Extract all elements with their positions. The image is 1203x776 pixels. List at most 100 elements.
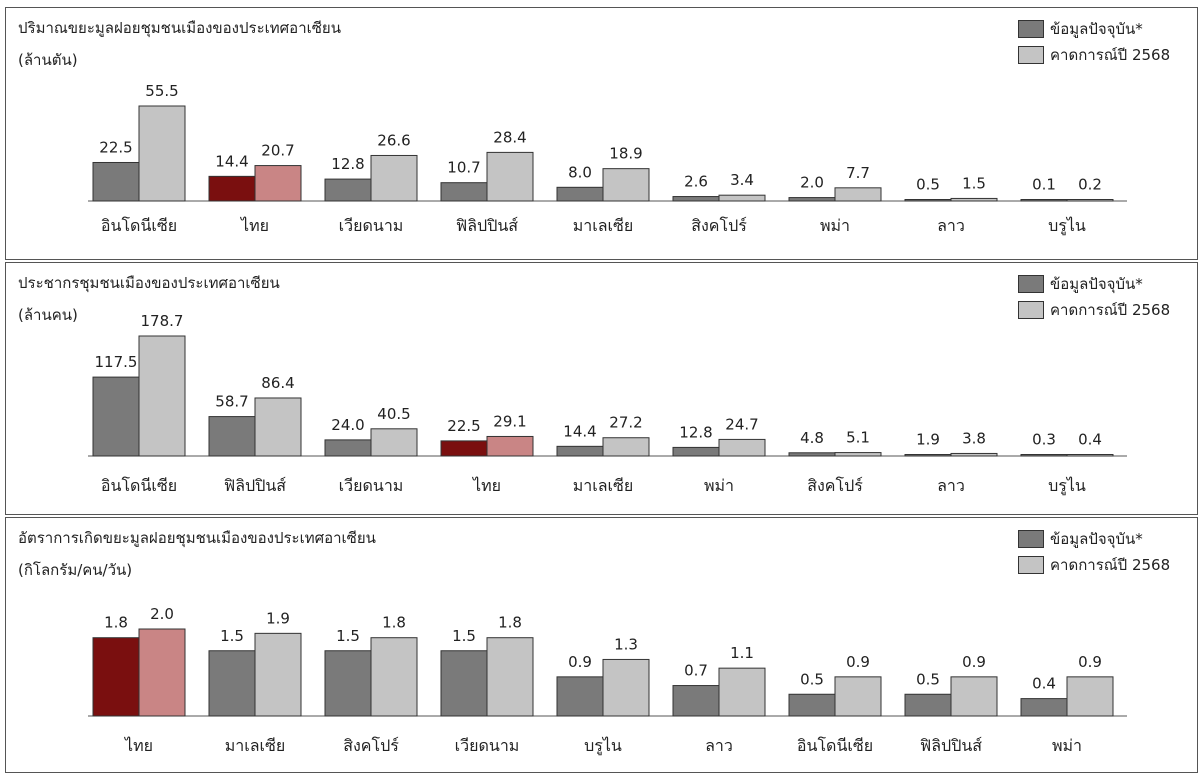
bar-current-4: [556, 445, 604, 457]
bar-current-3: [440, 650, 488, 717]
bar-current-6: [788, 693, 836, 717]
value-label-current-1: 58.7: [215, 393, 248, 411]
value-label-forecast-2: 26.6: [377, 131, 410, 149]
category-label-6: อินโดนีเซีย: [797, 736, 873, 755]
bar-forecast-1: [254, 632, 302, 717]
bar-forecast-3: [486, 435, 534, 457]
value-label-current-3: 22.5: [447, 417, 480, 435]
bar-forecast-7: [950, 452, 998, 457]
value-label-current-8: 0.1: [1032, 176, 1056, 194]
bar-current-5: [672, 685, 720, 717]
legend-label-current: ข้อมูลปัจจุบัน*: [1050, 20, 1143, 38]
legend-label-forecast: คาดการณ์ปี 2568: [1050, 556, 1171, 574]
bar-current-7: [904, 199, 952, 202]
bar-current-6: [788, 197, 836, 202]
value-label-forecast-5: 1.1: [730, 644, 754, 662]
value-label-current-7: 0.5: [916, 670, 940, 688]
value-label-forecast-4: 1.3: [614, 635, 638, 653]
value-label-forecast-0: 178.7: [141, 312, 184, 330]
chart-unit: (ล้านคน): [18, 306, 78, 324]
bar-current-8: [1020, 698, 1068, 717]
value-label-current-4: 14.4: [563, 422, 596, 440]
bar-current-0: [92, 161, 140, 202]
value-label-forecast-5: 24.7: [725, 415, 758, 433]
category-label-2: เวียดนาม: [339, 476, 404, 495]
bar-forecast-6: [834, 676, 882, 717]
category-label-5: สิงคโปร์: [691, 216, 747, 235]
value-label-current-2: 12.8: [331, 155, 364, 173]
bar-forecast-7: [950, 676, 998, 717]
category-label-1: ไทย: [239, 216, 269, 235]
value-label-current-5: 12.8: [679, 423, 712, 441]
bar-current-1: [208, 650, 256, 717]
category-label-8: พม่า: [1052, 736, 1082, 755]
bar-current-1: [208, 175, 256, 202]
value-label-current-0: 1.8: [104, 614, 128, 632]
category-label-4: มาเลเซีย: [573, 216, 634, 235]
bar-current-4: [556, 186, 604, 202]
bar-current-3: [440, 440, 488, 457]
bar-forecast-1: [254, 397, 302, 457]
category-label-2: เวียดนาม: [339, 216, 404, 235]
category-label-0: ไทย: [123, 736, 153, 755]
legend-swatch-forecast: [1018, 46, 1044, 64]
category-label-0: อินโดนีเซีย: [101, 216, 177, 235]
chart-title: อัตราการเกิดขยะมูลฝอยชุมชนเมืองของประเทศ…: [18, 529, 376, 547]
bar-forecast-8: [1066, 676, 1114, 717]
chart-title: ประชากรชุมชนเมืองของประเทศอาเซียน: [18, 274, 280, 292]
bar-forecast-3: [486, 151, 534, 202]
legend-item-current: ข้อมูลปัจจุบัน*: [1018, 526, 1170, 552]
bar-forecast-2: [370, 154, 418, 202]
legend-item-current: ข้อมูลปัจจุบัน*: [1018, 271, 1170, 297]
bar-forecast-4: [602, 658, 650, 717]
value-label-forecast-2: 40.5: [377, 405, 410, 423]
value-label-current-2: 1.5: [336, 627, 360, 645]
category-label-5: พม่า: [704, 476, 734, 495]
value-label-current-6: 0.5: [800, 670, 824, 688]
value-label-current-5: 2.6: [684, 173, 708, 191]
bar-current-3: [440, 182, 488, 202]
bar-forecast-6: [834, 452, 882, 457]
bar-forecast-6: [834, 187, 882, 202]
legend-swatch-forecast: [1018, 556, 1044, 574]
value-label-forecast-4: 18.9: [609, 145, 642, 163]
chart-svg-waste-generation-rate: 1.8 2.0 ไทย 1.5 1.9 มาเลเซีย 1.5 1.8 สิงคโปร์ 1.5…: [88, 605, 1127, 756]
bar-forecast-4: [602, 168, 650, 202]
value-label-current-2: 24.0: [331, 416, 364, 434]
bar-current-8: [1020, 199, 1068, 202]
category-label-8: บรูไน: [1048, 476, 1086, 496]
bar-current-0: [92, 637, 140, 717]
value-label-forecast-2: 1.8: [382, 614, 406, 632]
bar-forecast-0: [138, 335, 186, 457]
category-label-1: ฟิลิปปินส์: [224, 476, 286, 495]
category-label-6: พม่า: [820, 216, 850, 235]
chart-panel-waste-generation-rate: 1.8 2.0 ไทย 1.5 1.9 มาเลเซีย 1.5 1.8 สิงคโปร์ 1.5…: [5, 517, 1198, 773]
chart-title: ปริมาณขยะมูลฝอยชุมชนเมืองของประเทศอาเซีย…: [18, 19, 341, 37]
value-label-forecast-3: 29.1: [493, 412, 526, 430]
value-label-current-6: 4.8: [800, 429, 824, 447]
legend-swatch-current: [1018, 20, 1044, 38]
legend-item-forecast: คาดการณ์ปี 2568: [1018, 552, 1170, 578]
category-label-4: มาเลเซีย: [573, 476, 634, 495]
value-label-forecast-1: 20.7: [261, 142, 294, 160]
bar-forecast-5: [718, 194, 766, 202]
value-label-forecast-8: 0.4: [1078, 431, 1102, 449]
bar-forecast-7: [950, 197, 998, 202]
bar-forecast-5: [718, 667, 766, 717]
value-label-current-6: 2.0: [800, 174, 824, 192]
legend-label-forecast: คาดการณ์ปี 2568: [1050, 301, 1171, 319]
value-label-forecast-3: 28.4: [493, 128, 526, 146]
bar-forecast-4: [602, 437, 650, 457]
bar-current-2: [324, 650, 372, 717]
bar-current-7: [904, 693, 952, 717]
chart-legend: ข้อมูลปัจจุบัน* คาดการณ์ปี 2568: [1018, 271, 1170, 323]
chart-svg-urban-population: 117.5 178.7 อินโดนีเซีย 58.7 86.4 ฟิลิปปินส์ 2…: [88, 312, 1127, 496]
category-label-5: ลาว: [705, 736, 733, 755]
bar-forecast-8: [1066, 454, 1114, 457]
category-label-1: มาเลเซีย: [225, 736, 286, 755]
bar-forecast-5: [718, 438, 766, 457]
value-label-forecast-4: 27.2: [609, 414, 642, 432]
value-label-forecast-1: 86.4: [261, 374, 294, 392]
category-label-2: สิงคโปร์: [343, 736, 399, 755]
category-label-7: ฟิลิปปินส์: [920, 736, 982, 755]
